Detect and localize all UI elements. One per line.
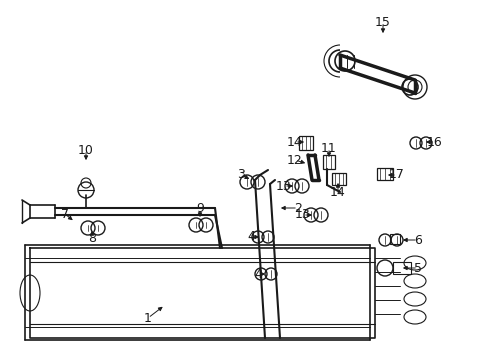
Text: 14: 14 xyxy=(329,186,345,199)
Text: 5: 5 xyxy=(413,261,421,274)
Bar xyxy=(298,136,312,150)
Text: 13: 13 xyxy=(276,180,291,193)
Text: 3: 3 xyxy=(237,168,244,181)
Text: 11: 11 xyxy=(321,141,336,154)
Text: 17: 17 xyxy=(388,168,404,181)
Text: 1: 1 xyxy=(144,311,152,324)
Text: 4: 4 xyxy=(254,267,262,280)
Text: 4: 4 xyxy=(246,230,254,243)
Text: 14: 14 xyxy=(286,135,302,148)
Bar xyxy=(389,234,399,244)
Text: 15: 15 xyxy=(374,15,390,28)
Bar xyxy=(331,173,346,185)
Text: 6: 6 xyxy=(413,234,421,247)
Text: 8: 8 xyxy=(88,231,96,244)
Text: 7: 7 xyxy=(61,207,69,220)
Bar xyxy=(376,168,392,180)
Bar xyxy=(392,262,410,274)
Text: 12: 12 xyxy=(286,153,302,166)
Text: 16: 16 xyxy=(426,135,442,148)
Text: 10: 10 xyxy=(78,144,94,157)
Text: 9: 9 xyxy=(196,202,203,216)
Text: 13: 13 xyxy=(295,208,310,221)
Bar xyxy=(323,155,334,169)
Text: 2: 2 xyxy=(293,202,301,215)
